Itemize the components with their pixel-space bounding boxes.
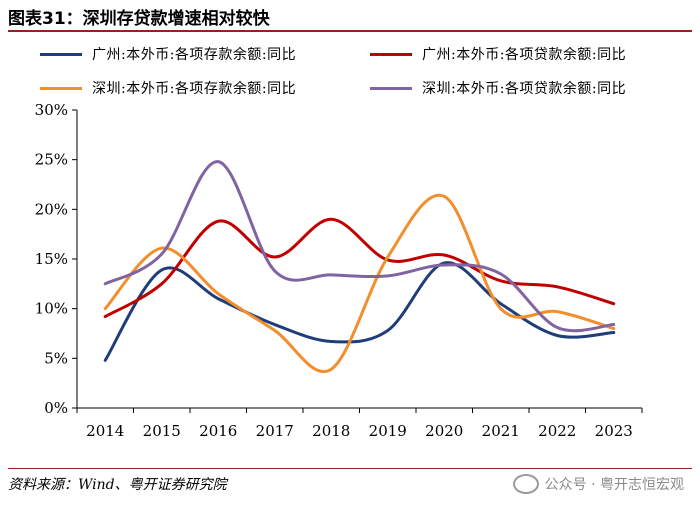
- legend-item-gz-loan: 广州:本外币:各项贷款余额:同比: [370, 42, 626, 66]
- y-tick-label: 20%: [35, 200, 68, 218]
- legend-item-gz-deposit: 广州:本外币:各项存款余额:同比: [40, 42, 296, 66]
- y-tick-label: 10%: [35, 300, 68, 318]
- x-tick-label: 2018: [312, 422, 350, 440]
- y-tick-label: 0%: [44, 399, 68, 417]
- footer-divider: [8, 468, 692, 469]
- legend-item-sz-deposit: 深圳:本外币:各项存款余额:同比: [40, 76, 296, 100]
- title-bar: 图表31：深圳存贷款增速相对较快: [0, 0, 700, 32]
- x-tick-label: 2015: [143, 422, 181, 440]
- series-line-sz-loan: [103, 160, 616, 333]
- x-tick-label: 2023: [595, 422, 633, 440]
- x-tick-label: 2016: [199, 422, 237, 440]
- chart-title: 图表31：深圳存贷款增速相对较快: [8, 9, 270, 29]
- series-line-sz-deposit: [103, 193, 616, 373]
- legend-label-gz-deposit: 广州:本外币:各项存款余额:同比: [92, 47, 297, 63]
- y-tick-label: 30%: [35, 101, 68, 119]
- x-tick-label: 2014: [86, 422, 124, 440]
- source-note: 资料来源：Wind、粤开证券研究院: [8, 477, 227, 493]
- legend-swatch-sz-loan: [370, 86, 412, 90]
- line-chart: 0% 5% 10% 15% 20% 25% 30% 2014 2015 2016 2017 2018 2…: [35, 101, 643, 440]
- watermark-text: 公众号 · 粤开志恒宏观: [544, 477, 684, 493]
- title-divider: [8, 30, 692, 32]
- y-tick-label: 15%: [35, 250, 68, 268]
- y-tick-label: 5%: [44, 349, 68, 367]
- y-tick-label: 25%: [35, 151, 68, 169]
- wechat-icon: [512, 474, 539, 494]
- legend-label-sz-deposit: 深圳:本外币:各项存款余额:同比: [92, 81, 297, 97]
- legend-swatch-sz-deposit: [40, 86, 82, 90]
- legend-swatch-gz-deposit: [40, 52, 82, 56]
- x-tick-label: 2022: [538, 422, 576, 440]
- chart-legend: 广州:本外币:各项存款余额:同比 广州:本外币:各项贷款余额:同比 深圳:本外币…: [40, 42, 690, 102]
- x-tick-label: 2021: [482, 422, 520, 440]
- watermark: 公众号 · 粤开志恒宏观: [512, 474, 684, 494]
- legend-item-sz-loan: 深圳:本外币:各项贷款余额:同比: [370, 76, 626, 100]
- legend-swatch-gz-loan: [370, 52, 412, 56]
- legend-label-sz-loan: 深圳:本外币:各项贷款余额:同比: [422, 81, 627, 97]
- series-line-gz-loan: [103, 217, 616, 319]
- legend-label-gz-loan: 广州:本外币:各项贷款余额:同比: [422, 47, 627, 63]
- x-tick-label: 2019: [369, 422, 407, 440]
- x-tick-label: 2017: [256, 422, 294, 440]
- x-tick-label: 2020: [425, 422, 463, 440]
